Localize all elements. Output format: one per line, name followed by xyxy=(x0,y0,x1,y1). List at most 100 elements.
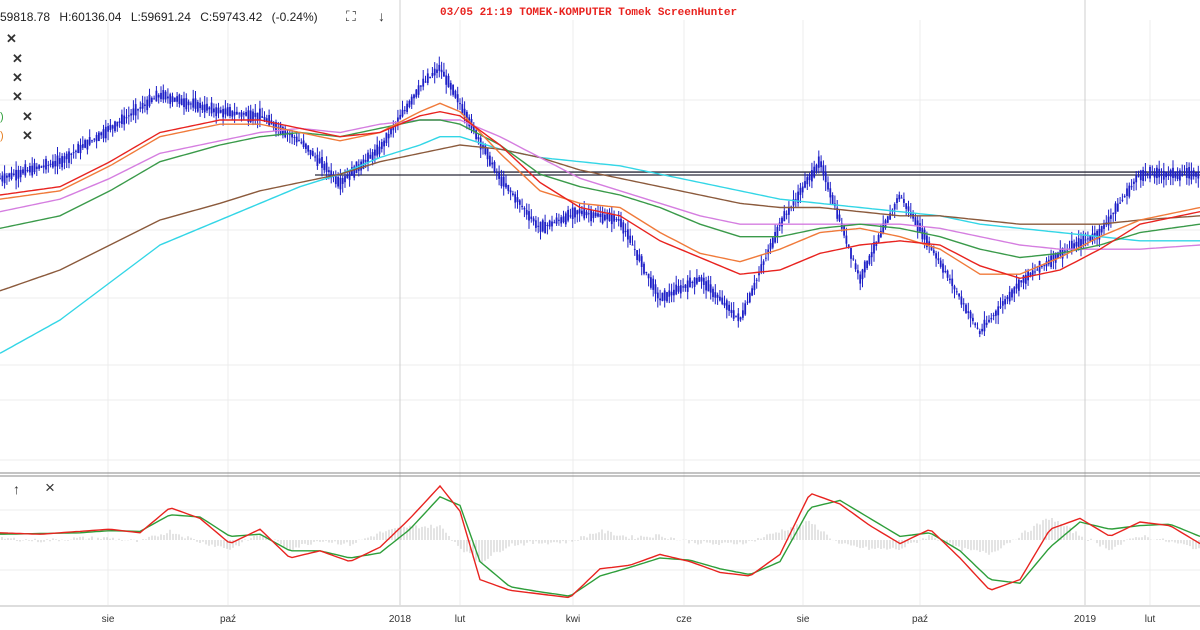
candle-body xyxy=(495,172,498,174)
ma-green-line xyxy=(0,119,1200,259)
candle-body xyxy=(937,258,940,261)
candle-body xyxy=(518,200,521,205)
candle-body xyxy=(1084,239,1087,241)
candle-body xyxy=(376,144,379,156)
candle-body xyxy=(452,85,454,95)
close-oscillator-icon[interactable]: × xyxy=(45,478,55,497)
indicator-legend-5: ) xyxy=(0,111,4,123)
candle-body xyxy=(992,315,995,317)
candle-body xyxy=(949,278,951,281)
candle-body xyxy=(302,140,305,147)
candle-body xyxy=(238,113,241,115)
candle-body xyxy=(852,258,855,260)
candle-body xyxy=(346,175,349,178)
candle-body xyxy=(1153,172,1156,178)
candle-body xyxy=(629,235,632,243)
candle-body xyxy=(84,140,86,148)
candle-body xyxy=(914,217,917,227)
candle-body xyxy=(226,107,229,116)
candle-body xyxy=(1160,173,1163,175)
candle-body xyxy=(857,270,859,274)
candle-body xyxy=(896,198,898,203)
candle-body xyxy=(192,98,195,108)
candle-body xyxy=(461,104,464,114)
change-value: (-0.24%) xyxy=(271,10,318,24)
candle-body xyxy=(380,142,383,149)
candle-body xyxy=(535,220,537,228)
candle-body xyxy=(459,103,461,105)
candle-body xyxy=(472,125,475,132)
candle-body xyxy=(677,286,680,292)
candle-body xyxy=(413,94,415,99)
remove-indicator-4-icon[interactable]: ✕ xyxy=(12,89,23,104)
candle-body xyxy=(521,205,523,207)
candle-body xyxy=(75,150,77,152)
candle-body xyxy=(325,162,328,173)
candle-body xyxy=(390,128,392,135)
candle-body xyxy=(516,197,519,203)
candle-body xyxy=(109,124,112,130)
fullscreen-icon[interactable]: ⛶ xyxy=(346,8,356,24)
candle-body xyxy=(813,166,816,178)
candle-body xyxy=(627,229,629,240)
candle-body xyxy=(748,293,751,303)
candle-body xyxy=(81,144,84,148)
candle-body xyxy=(735,315,737,317)
candle-body xyxy=(1130,186,1133,188)
price-candles xyxy=(0,56,1200,338)
candle-body xyxy=(997,306,1000,316)
candle-body xyxy=(1057,252,1059,259)
candle-body xyxy=(150,97,153,102)
move-up-icon[interactable]: ↑ xyxy=(13,481,20,497)
candle-body xyxy=(712,288,714,298)
candle-body xyxy=(222,108,224,118)
candle-body xyxy=(440,69,443,73)
candle-body xyxy=(107,126,109,132)
remove-indicator-5-icon[interactable]: ✕ xyxy=(22,109,33,124)
x-tick-label: sie xyxy=(796,614,810,625)
candle-body xyxy=(656,292,659,299)
candle-body xyxy=(309,149,312,155)
arrow-down-icon[interactable]: ↓ xyxy=(378,8,385,24)
candle-body xyxy=(845,235,848,244)
candle-body xyxy=(928,241,931,245)
candle-body xyxy=(636,250,638,260)
candle-body xyxy=(1093,232,1096,237)
candle-body xyxy=(0,178,1,180)
remove-indicator-2-icon[interactable]: ✕ xyxy=(12,51,23,66)
candle-body xyxy=(633,248,636,250)
candle-body xyxy=(79,145,82,154)
candle-body xyxy=(33,163,36,173)
candle-body xyxy=(861,269,864,280)
candle-body xyxy=(249,110,252,123)
candle-body xyxy=(127,115,130,117)
candle-body xyxy=(1142,170,1144,181)
candle-body xyxy=(1087,238,1089,240)
candle-body xyxy=(564,213,567,225)
remove-indicator-1-icon[interactable]: ✕ xyxy=(6,31,17,46)
candle-body xyxy=(721,297,724,304)
candle-body xyxy=(65,153,68,160)
candle-body xyxy=(601,212,604,224)
candle-body xyxy=(930,245,933,251)
remove-indicator-6-icon[interactable]: ✕ xyxy=(22,128,33,143)
candle-body xyxy=(728,304,730,311)
candle-body xyxy=(130,113,132,116)
candle-body xyxy=(252,111,254,122)
candle-body xyxy=(1001,301,1004,306)
candle-body xyxy=(661,292,664,301)
candle-body xyxy=(799,187,802,195)
candle-body xyxy=(622,222,625,234)
candle-body xyxy=(571,207,574,219)
remove-indicator-3-icon[interactable]: ✕ xyxy=(12,70,23,85)
candle-body xyxy=(300,142,303,144)
candle-body xyxy=(95,134,98,142)
candle-body xyxy=(958,293,960,297)
candle-body xyxy=(118,121,121,123)
candle-body xyxy=(422,78,425,87)
candle-body xyxy=(679,285,682,294)
candle-body xyxy=(939,260,942,267)
candle-body xyxy=(383,140,385,147)
candle-body xyxy=(364,160,367,162)
horizontal-levels xyxy=(315,171,1200,176)
